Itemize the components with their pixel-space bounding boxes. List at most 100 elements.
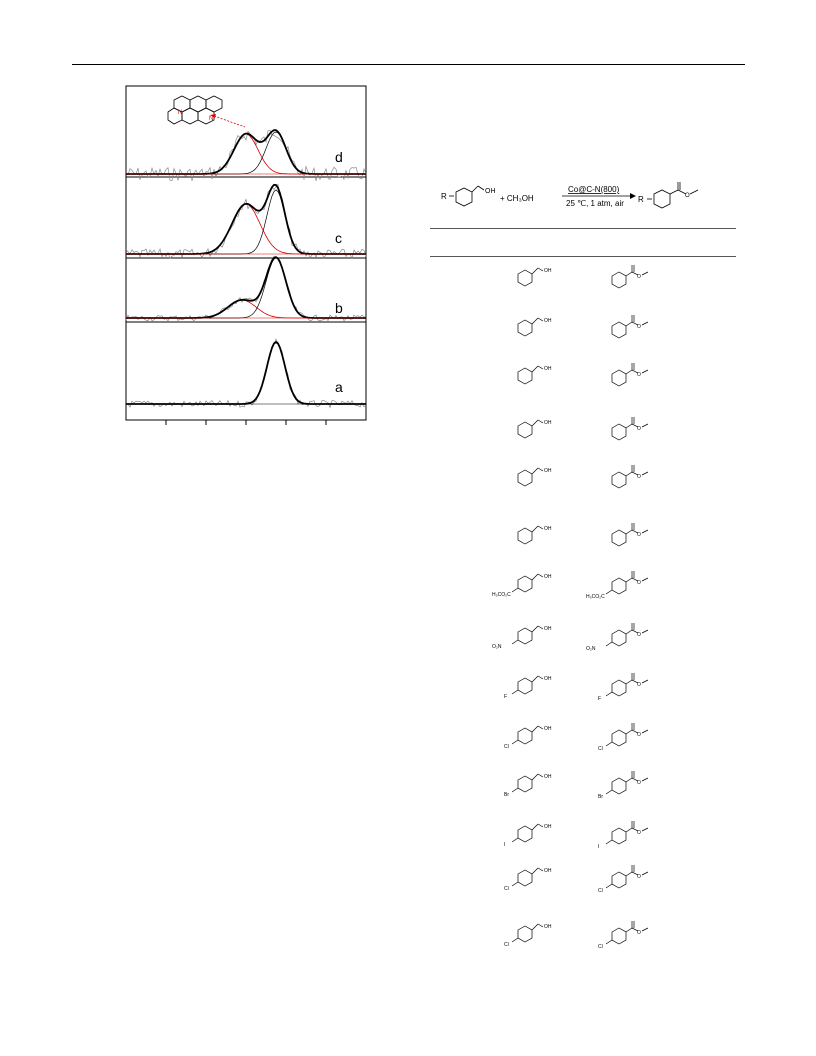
structure-pair: OH Cl O Cl [504, 723, 649, 752]
structure-row: OH O [490, 414, 690, 458]
product-o: O [637, 372, 641, 378]
substrate-oh: OH [544, 924, 552, 930]
structure-row: OH H₃CO₂C O H₃CO₂C [490, 568, 690, 612]
fit-envelope-d [126, 129, 366, 175]
scheme-svg: R OH + CH₃OH Co@C-N(800) 25 ℃, 1 atm, ai… [441, 182, 699, 209]
structure-row: OH Cl O Cl [490, 918, 690, 962]
product-o: O [637, 324, 641, 330]
structure-pair: OH O [517, 363, 649, 387]
product-substituent: H₃CO₂C [586, 594, 605, 600]
structure-row: OH I O I [490, 818, 690, 862]
substrate-substituent: Cl [504, 744, 509, 750]
substrate-substituent: F [504, 694, 507, 700]
product-o: O [637, 732, 641, 738]
pyridinic-structure-inset: N N [167, 95, 223, 125]
product-o: O [637, 780, 641, 786]
product-substituent: Cl [598, 746, 603, 752]
structure-arrow-head [210, 114, 216, 118]
structure-row: OH O [490, 462, 690, 506]
product-o: O [637, 682, 641, 688]
substrate-oh: OH [544, 574, 552, 580]
substrate-substituent: O₂N [492, 644, 502, 650]
structure-pair: OH O [517, 465, 649, 489]
substrate-oh: OH [544, 526, 552, 532]
structure-pair: OH Cl O Cl [504, 865, 649, 894]
structure-row: OH Br O Br [490, 768, 690, 812]
substrate-substituent: I [504, 842, 505, 848]
atom-n-2: N [209, 116, 213, 122]
substrate-substituent: Cl [504, 886, 509, 892]
fit-envelope-a [126, 340, 366, 405]
scheme-reactant [449, 185, 485, 207]
structure-row: OH O [490, 360, 690, 404]
substrate-oh: OH [544, 366, 552, 372]
structure-row: OH O₂N O O₂N [490, 620, 690, 664]
substrate-oh: OH [544, 268, 552, 274]
product-substituent: I [598, 844, 599, 850]
panel-label-a: a [335, 379, 343, 395]
plot-frame [125, 85, 367, 421]
table-rule-header [430, 256, 736, 257]
substrate-substituent: Cl [504, 942, 509, 948]
structure-row: OH O [490, 520, 690, 564]
structure-row: OH O [490, 262, 690, 306]
structure-pair: OH Br O Br [504, 771, 649, 800]
substrate-oh: OH [544, 868, 552, 874]
product-substituent: Br [598, 794, 603, 800]
structure-row: OH O [490, 312, 690, 356]
product-substituent: Cl [598, 888, 603, 894]
scheme-conditions: 25 ℃, 1 atm, air [566, 199, 624, 208]
scheme-product-r-label: R [638, 195, 644, 204]
product-substituent: F [598, 696, 601, 702]
substrate-oh: OH [544, 468, 552, 474]
raw-spectrum-b [125, 255, 367, 322]
substrate-substituent: H₃CO₂C [492, 592, 511, 598]
substrate-oh: OH [544, 420, 552, 426]
substrate-oh: OH [544, 676, 552, 682]
structure-row: OH Cl O Cl [490, 862, 690, 906]
product-o: O [637, 532, 641, 538]
substrate-oh: OH [544, 626, 552, 632]
product-o: O [637, 580, 641, 586]
raw-spectrum-c [125, 183, 367, 259]
scheme-product [647, 182, 699, 209]
substrate-oh: OH [544, 824, 552, 830]
fit-envelope-b [126, 256, 366, 319]
structure-pair: OH F O F [504, 673, 649, 702]
structure-pair: OH H₃CO₂C O H₃CO₂C [492, 571, 649, 600]
structure-pair: OH I O I [504, 821, 649, 850]
scheme-reagent: + CH₃OH [500, 194, 534, 203]
xps-spectra: d c b a N N [125, 85, 367, 425]
substrate-oh: OH [544, 318, 552, 324]
product-o: O [637, 830, 641, 836]
product-substituent: O₂N [586, 646, 596, 652]
substrate-substituent: Br [504, 792, 509, 798]
panel-label-d: d [335, 149, 343, 165]
raw-spectrum-a [126, 338, 367, 409]
product-o: O [637, 930, 641, 936]
reaction-scheme: R OH + CH₃OH Co@C-N(800) 25 ℃, 1 atm, ai… [440, 180, 740, 220]
scheme-oh-label: OH [485, 188, 496, 195]
panel-label-c: c [335, 230, 342, 246]
table-rule-top [430, 228, 736, 229]
product-o: O [637, 474, 641, 480]
scheme-catalyst: Co@C-N(800) [568, 185, 620, 194]
header-rule [72, 64, 745, 65]
product-o: O [637, 632, 641, 638]
product-o: O [637, 874, 641, 880]
substrate-oh: OH [544, 774, 552, 780]
fit-component-2-a [126, 341, 366, 405]
atom-n-1: N [178, 110, 182, 116]
fit-component-2-b [126, 257, 366, 319]
x-ticks [165, 420, 327, 425]
structure-pair: OH O₂N O O₂N [492, 623, 649, 652]
substrate-oh: OH [544, 726, 552, 732]
structure-pair: OH O [517, 417, 649, 441]
structure-pair: OH O [517, 265, 649, 289]
structure-row: OH Cl O Cl [490, 720, 690, 764]
scheme-product-o: O [685, 193, 690, 199]
product-substituent: Cl [598, 944, 603, 950]
fit-component-2-d [126, 131, 366, 175]
xps-figure: d c b a N N [110, 82, 380, 427]
structure-pair: OH O [517, 523, 649, 547]
